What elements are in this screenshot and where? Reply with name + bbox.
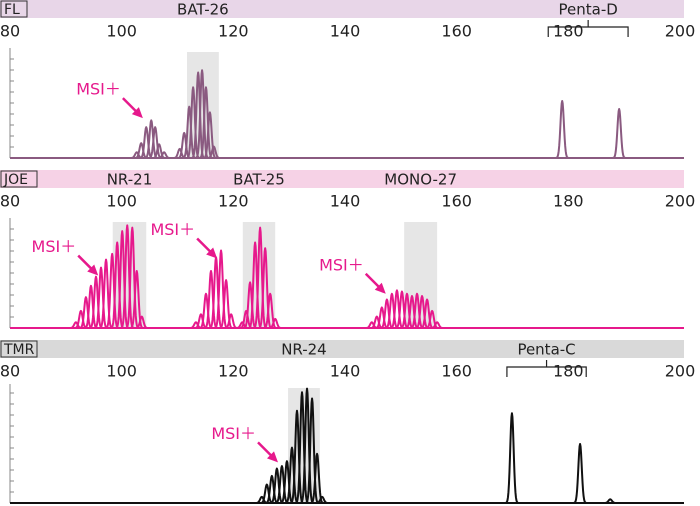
- channel-header: [0, 0, 684, 18]
- x-tick-label: 140: [330, 192, 361, 211]
- peak: [194, 69, 210, 159]
- x-tick-label: 200: [665, 22, 696, 41]
- channel-box: [0, 0, 28, 18]
- peak: [554, 100, 570, 159]
- peak: [259, 483, 275, 504]
- channel-label: TMR: [3, 342, 35, 358]
- x-tick-label: 80: [0, 192, 20, 211]
- marker-label: NR-24: [281, 341, 327, 359]
- marker-label: BAT-25: [233, 171, 285, 189]
- peak: [151, 143, 167, 159]
- channel-label: FL: [4, 2, 20, 18]
- marker-bracket: [506, 360, 587, 377]
- channel-box: [0, 170, 38, 188]
- x-tick-label: 160: [441, 362, 472, 381]
- marker-label: Penta-C: [517, 341, 575, 359]
- peak: [572, 442, 588, 504]
- x-tick-label: 120: [218, 362, 249, 381]
- peak: [124, 226, 140, 329]
- peak: [267, 317, 283, 329]
- x-tick-label: 180: [553, 362, 584, 381]
- annotation-arrowhead: [87, 264, 99, 276]
- channel-box: [0, 340, 38, 358]
- peak: [88, 275, 104, 329]
- peak: [602, 498, 618, 504]
- x-tick-label: 200: [665, 192, 696, 211]
- channel-header: [0, 340, 684, 358]
- x-tick-label: 100: [106, 362, 137, 381]
- peak: [611, 107, 627, 159]
- peak: [83, 284, 99, 329]
- x-tick-label: 100: [106, 22, 137, 41]
- marker-bracket: [547, 20, 629, 37]
- annotation-arrowhead: [206, 247, 218, 259]
- peak: [190, 71, 206, 159]
- annotation-text: MSI＋: [319, 255, 364, 274]
- peak: [213, 249, 229, 329]
- x-tick-label: 100: [106, 192, 137, 211]
- x-tick-label: 160: [441, 22, 472, 41]
- peak: [269, 467, 285, 504]
- peak: [134, 315, 150, 329]
- marker-label: MONO-27: [384, 171, 457, 189]
- x-tick-label: 120: [218, 22, 249, 41]
- x-tick-label: 80: [0, 22, 20, 41]
- peak: [156, 151, 172, 159]
- peak: [264, 474, 280, 504]
- peak: [218, 279, 234, 329]
- peak: [309, 452, 325, 504]
- x-tick-label: 180: [553, 192, 584, 211]
- peak: [73, 309, 89, 329]
- peak: [504, 412, 520, 504]
- annotation-arrowhead: [267, 451, 278, 463]
- annotation-arrowhead: [131, 107, 143, 119]
- x-tick-label: 200: [665, 362, 696, 381]
- x-tick-label: 140: [330, 362, 361, 381]
- peak: [257, 247, 273, 329]
- x-tick-label: 80: [0, 362, 20, 381]
- peak: [208, 256, 224, 329]
- annotation-text: MSI＋: [211, 424, 256, 443]
- annotation-text: MSI＋: [32, 237, 77, 256]
- peak: [98, 258, 114, 329]
- annotation-text: MSI＋: [150, 220, 195, 239]
- peak: [299, 387, 315, 504]
- x-tick-label: 140: [330, 22, 361, 41]
- x-tick-label: 160: [441, 192, 472, 211]
- peak: [424, 309, 440, 329]
- peak: [93, 266, 109, 329]
- marker-label: Penta-D: [559, 1, 618, 19]
- peak: [429, 321, 445, 329]
- x-tick-label: 180: [553, 22, 584, 41]
- annotation-arrowhead: [374, 282, 386, 294]
- peak: [379, 298, 395, 329]
- peak: [262, 292, 278, 329]
- peak: [238, 309, 254, 329]
- marker-label: BAT-26: [177, 1, 229, 19]
- marker-label: NR-21: [107, 171, 153, 189]
- channel-header: [0, 170, 684, 188]
- peak: [206, 145, 222, 159]
- peak: [304, 397, 320, 504]
- channel-label: JOE: [3, 172, 28, 188]
- peak: [202, 111, 218, 159]
- peak: [129, 270, 145, 329]
- annotation-text: MSI＋: [76, 80, 121, 99]
- peak: [314, 495, 330, 504]
- peak: [198, 292, 214, 329]
- peak: [234, 321, 250, 329]
- peak: [252, 226, 268, 329]
- x-tick-label: 120: [218, 192, 249, 211]
- peak: [133, 142, 149, 159]
